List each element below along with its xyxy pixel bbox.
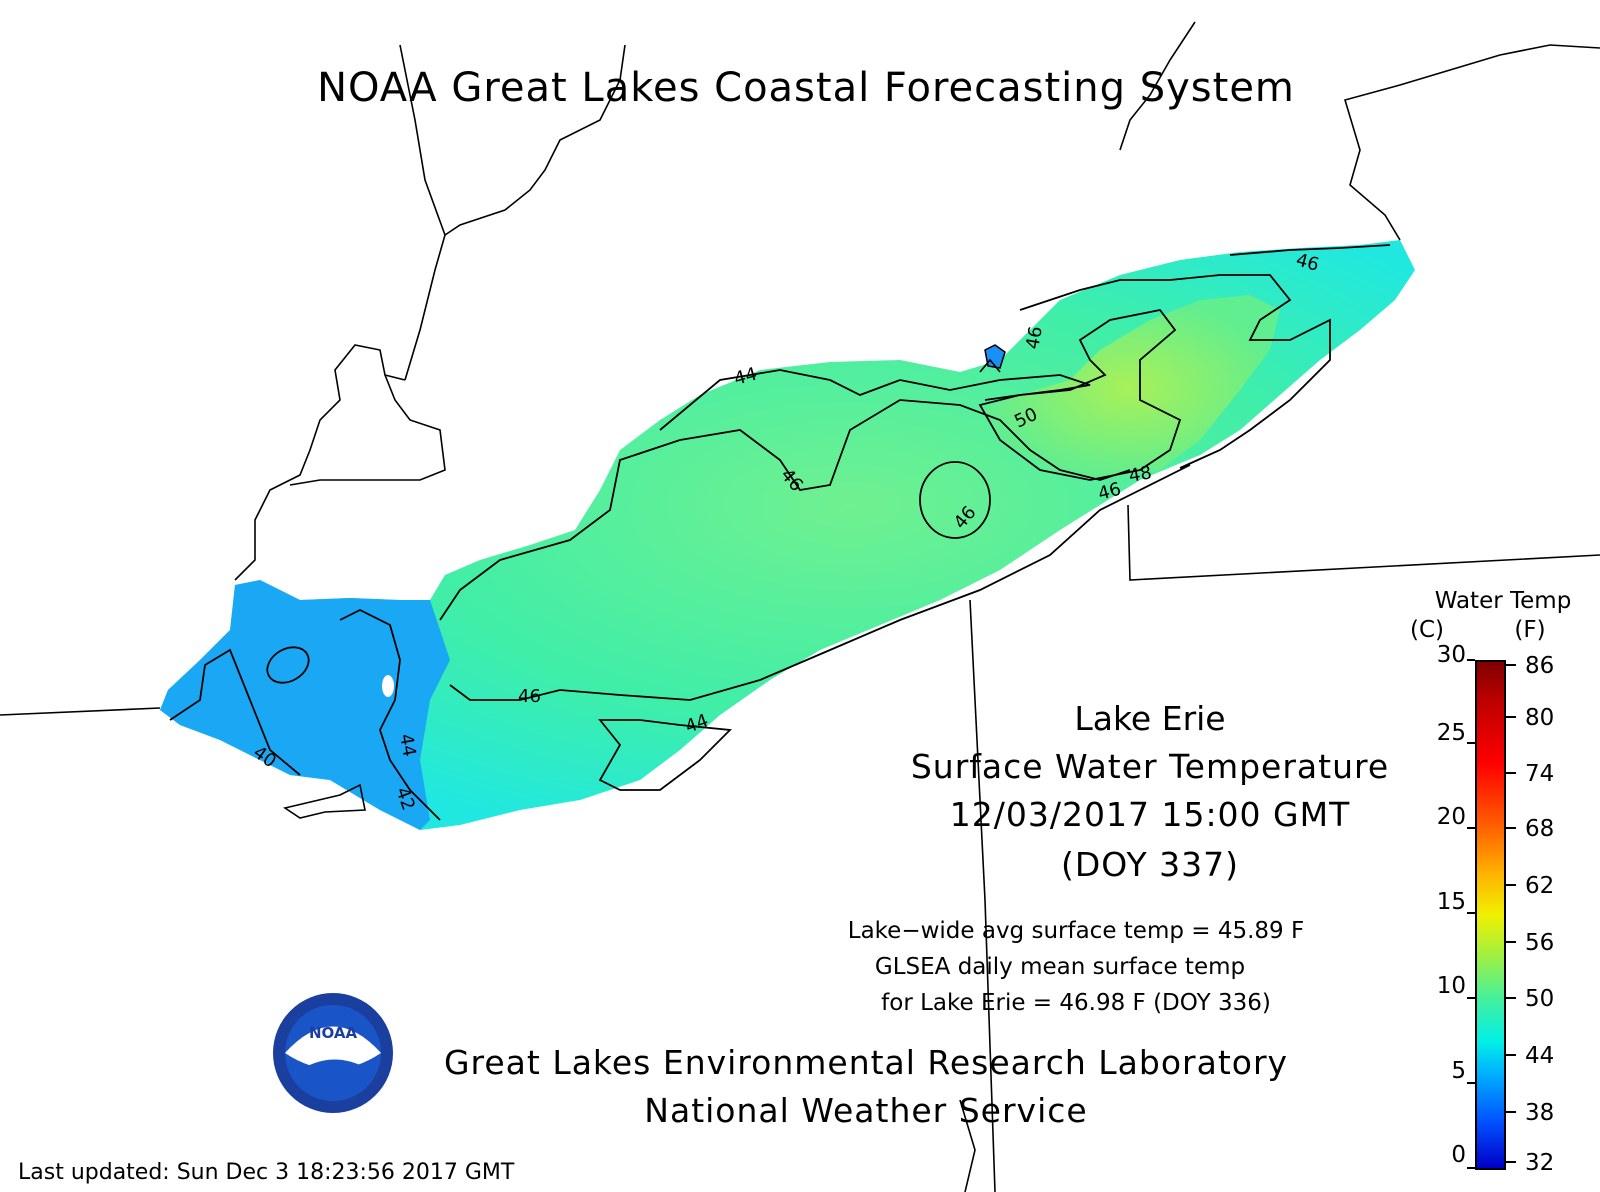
contour-label: 44 xyxy=(395,732,420,758)
legend-unit-f: (F) xyxy=(1514,617,1546,643)
legend-tick-f: 68 xyxy=(1525,816,1555,842)
boundary-lines xyxy=(0,21,1600,1192)
legend-unit-c: (C) xyxy=(1409,617,1445,643)
legend-title: Water Temp xyxy=(1434,588,1572,614)
legend-tick-f: 32 xyxy=(1525,1150,1555,1176)
legend-tick-c: 20 xyxy=(1436,804,1466,830)
lake-name: Lake Erie xyxy=(1074,699,1226,738)
legend-tick-f: 62 xyxy=(1525,873,1555,899)
small-island xyxy=(382,675,394,697)
legend-tick-c: 15 xyxy=(1436,889,1466,915)
legend-tick-f: 80 xyxy=(1525,705,1555,731)
last-updated: Last updated: Sun Dec 3 18:23:56 2017 GM… xyxy=(18,1160,515,1185)
legend-tick-f: 74 xyxy=(1525,761,1555,787)
legend-tick-f: 38 xyxy=(1525,1100,1555,1126)
legend-tick-f: 56 xyxy=(1525,930,1555,956)
contour-label: 46 xyxy=(1022,325,1047,351)
contour-label: 46 xyxy=(518,686,541,707)
legend-tick-c: 5 xyxy=(1451,1058,1466,1084)
day-of-year: (DOY 337) xyxy=(1061,845,1239,884)
western-basin xyxy=(160,580,450,830)
legend-tick-f: 86 xyxy=(1525,653,1555,679)
glsea-label: GLSEA daily mean surface temp xyxy=(874,954,1246,980)
contour-label: 48 xyxy=(1127,462,1153,487)
noaa-logo: NOAA xyxy=(273,993,393,1113)
colorbar-ticks xyxy=(1467,659,1516,1169)
legend-tick-c: 10 xyxy=(1436,973,1466,999)
legend-tick-c: 25 xyxy=(1436,720,1466,746)
legend-tick-f: 44 xyxy=(1525,1043,1555,1069)
lake-avg-temp: Lake−wide avg surface temp = 45.89 F xyxy=(847,918,1305,944)
lab-name: Great Lakes Environmental Research Labor… xyxy=(443,1043,1289,1082)
glsea-value: for Lake Erie = 46.98 F (DOY 336) xyxy=(881,990,1271,1016)
legend-tick-c: 0 xyxy=(1451,1142,1466,1168)
valid-time: 12/03/2017 15:00 GMT xyxy=(949,795,1351,834)
legend-tick-c: 30 xyxy=(1436,642,1466,668)
eastern-warm-patch xyxy=(980,295,1280,480)
product-name: Surface Water Temperature xyxy=(910,747,1390,786)
page-title: NOAA Great Lakes Coastal Forecasting Sys… xyxy=(317,65,1295,111)
service-name: National Weather Service xyxy=(644,1091,1088,1130)
legend-tick-f: 50 xyxy=(1525,986,1555,1012)
noaa-logo-text: NOAA xyxy=(309,1024,358,1042)
contour-lines xyxy=(169,244,1391,821)
temperature-colorbar xyxy=(1475,660,1506,1170)
